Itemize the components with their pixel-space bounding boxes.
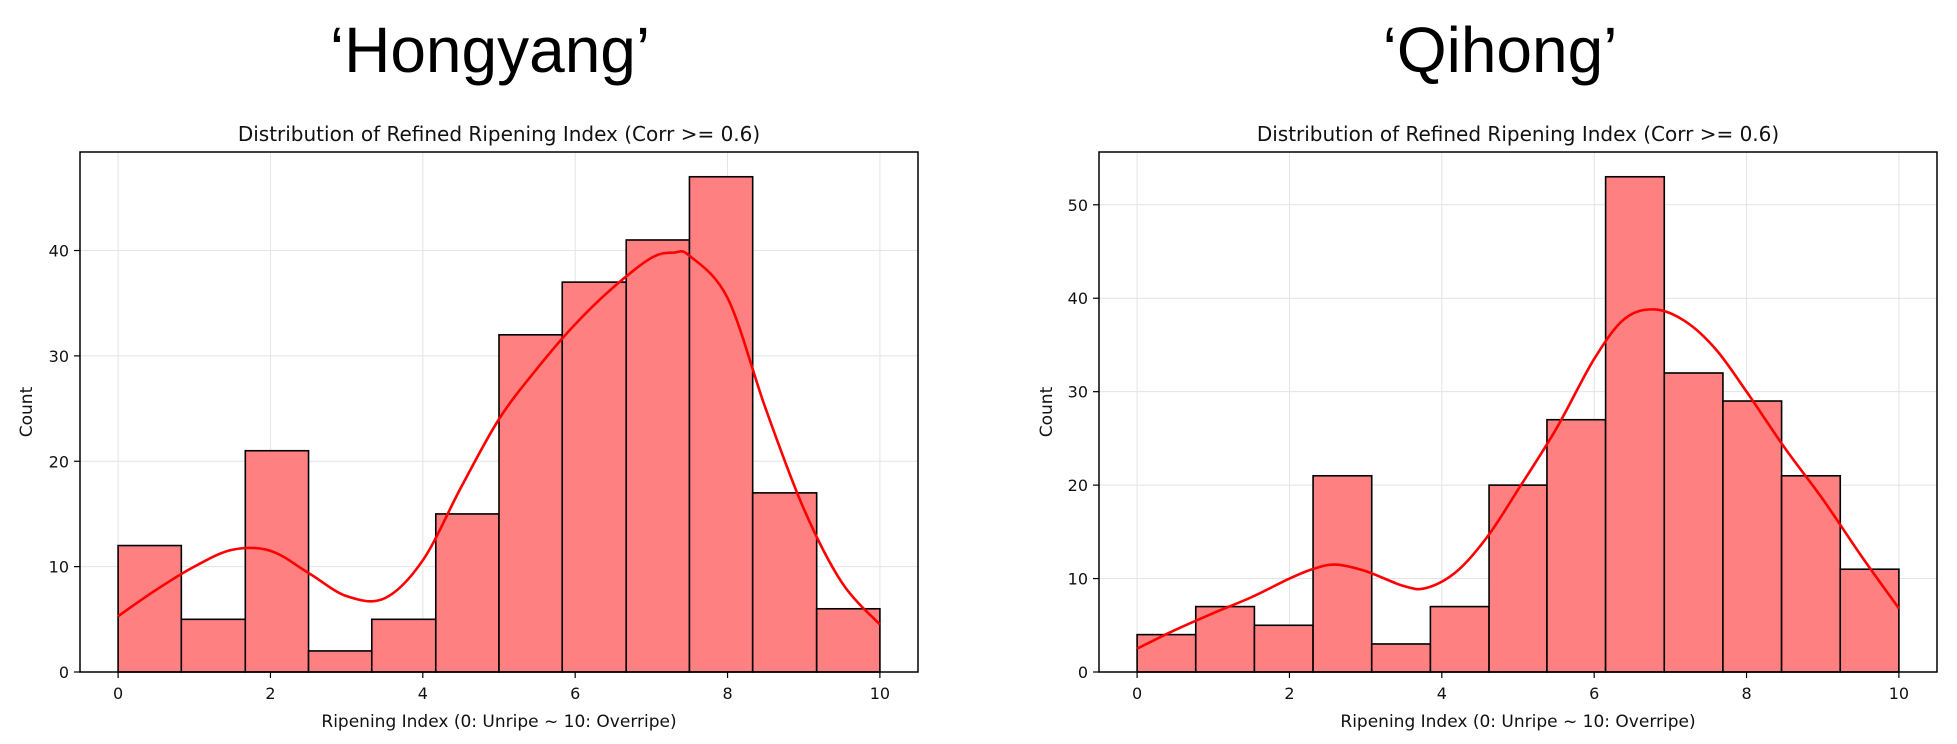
- histogram-bar: [498, 334, 564, 673]
- x-ticks: 0 2 4 6 8 10: [113, 672, 890, 703]
- histogram-bar: [1429, 605, 1490, 673]
- x-tick-label: 2: [265, 684, 275, 703]
- y-ticks: 0 10 20 30 40 50: [1068, 196, 1099, 682]
- y-tick-label: 30: [49, 347, 69, 366]
- y-tick-label: 20: [49, 452, 69, 471]
- y-ticks: 0 10 20 30 40: [49, 242, 80, 682]
- panel-qihong: ‘Qihong’ Distribution of Refined Ripenin…: [1037, 14, 1938, 732]
- y-axis-label: Count: [1037, 386, 1057, 437]
- histogram-bar: [751, 492, 818, 673]
- histogram-bar: [688, 175, 754, 673]
- x-ticks: 0 2 4 6 8 10: [1132, 672, 1909, 703]
- y-tick-label: 40: [1068, 289, 1088, 308]
- histogram-bar: [625, 239, 691, 673]
- histogram-bar: [1546, 418, 1607, 673]
- x-tick-label: 0: [113, 684, 123, 703]
- x-tick-label: 4: [1437, 684, 1447, 703]
- kde-line: [117, 249, 881, 626]
- plot-frame: [79, 151, 919, 673]
- histogram-bar: [1663, 372, 1724, 673]
- histogram-bar: [1312, 474, 1373, 673]
- y-tick-label: 0: [1078, 663, 1088, 682]
- y-tick-label: 0: [59, 663, 69, 682]
- x-tick-label: 10: [1889, 684, 1909, 703]
- histogram-bar: [180, 618, 247, 673]
- histogram-bar: [1780, 474, 1842, 673]
- x-tick-label: 2: [1284, 684, 1294, 703]
- histogram-bars: [1136, 175, 1900, 673]
- chart-title: Distribution of Refined Ripening Index (…: [238, 122, 760, 146]
- kde-line: [1136, 308, 1900, 650]
- histogram-bar: [1604, 175, 1666, 673]
- x-tick-label: 6: [1589, 684, 1599, 703]
- y-tick-label: 40: [49, 242, 69, 261]
- histogram-bar: [561, 281, 628, 673]
- x-tick-label: 8: [722, 684, 732, 703]
- x-tick-label: 10: [870, 684, 890, 703]
- histogram-bar: [1839, 568, 1900, 673]
- y-axis-label: Count: [17, 386, 37, 437]
- y-tick-label: 10: [49, 558, 69, 577]
- kde-curve: [117, 249, 881, 626]
- cultivar-title: ‘Hongyang’: [330, 14, 650, 86]
- x-tick-label: 6: [570, 684, 580, 703]
- chart-title: Distribution of Refined Ripening Index (…: [1257, 122, 1779, 146]
- plot-frame: [1098, 151, 1938, 673]
- panel-hongyang: ‘Hongyang’ Distribution of Refined Ripen…: [17, 14, 919, 732]
- histogram-bar: [434, 513, 500, 673]
- histogram-bar: [1488, 484, 1548, 673]
- x-tick-label: 4: [418, 684, 428, 703]
- y-tick-label: 10: [1068, 570, 1088, 589]
- cultivar-title: ‘Qihong’: [1383, 14, 1618, 86]
- x-tick-label: 0: [1132, 684, 1142, 703]
- x-tick-label: 8: [1741, 684, 1751, 703]
- histogram-bar: [1253, 624, 1314, 673]
- x-axis-label: Ripening Index (0: Unripe ~ 10: Overripe…: [1340, 712, 1695, 732]
- histogram-bar: [1370, 643, 1432, 673]
- y-tick-label: 30: [1068, 383, 1088, 402]
- kde-curve: [1136, 308, 1900, 650]
- histogram-bar: [307, 650, 373, 673]
- histogram-bar: [815, 607, 881, 673]
- x-axis-label: Ripening Index (0: Unripe ~ 10: Overripe…: [321, 712, 676, 732]
- histogram-bar: [244, 449, 310, 673]
- y-tick-label: 50: [1068, 196, 1088, 215]
- histogram-bar: [1722, 400, 1783, 673]
- y-tick-label: 20: [1068, 476, 1088, 495]
- histogram-bars: [117, 175, 881, 673]
- histogram-bar: [1136, 633, 1197, 673]
- histogram-bar: [370, 618, 437, 673]
